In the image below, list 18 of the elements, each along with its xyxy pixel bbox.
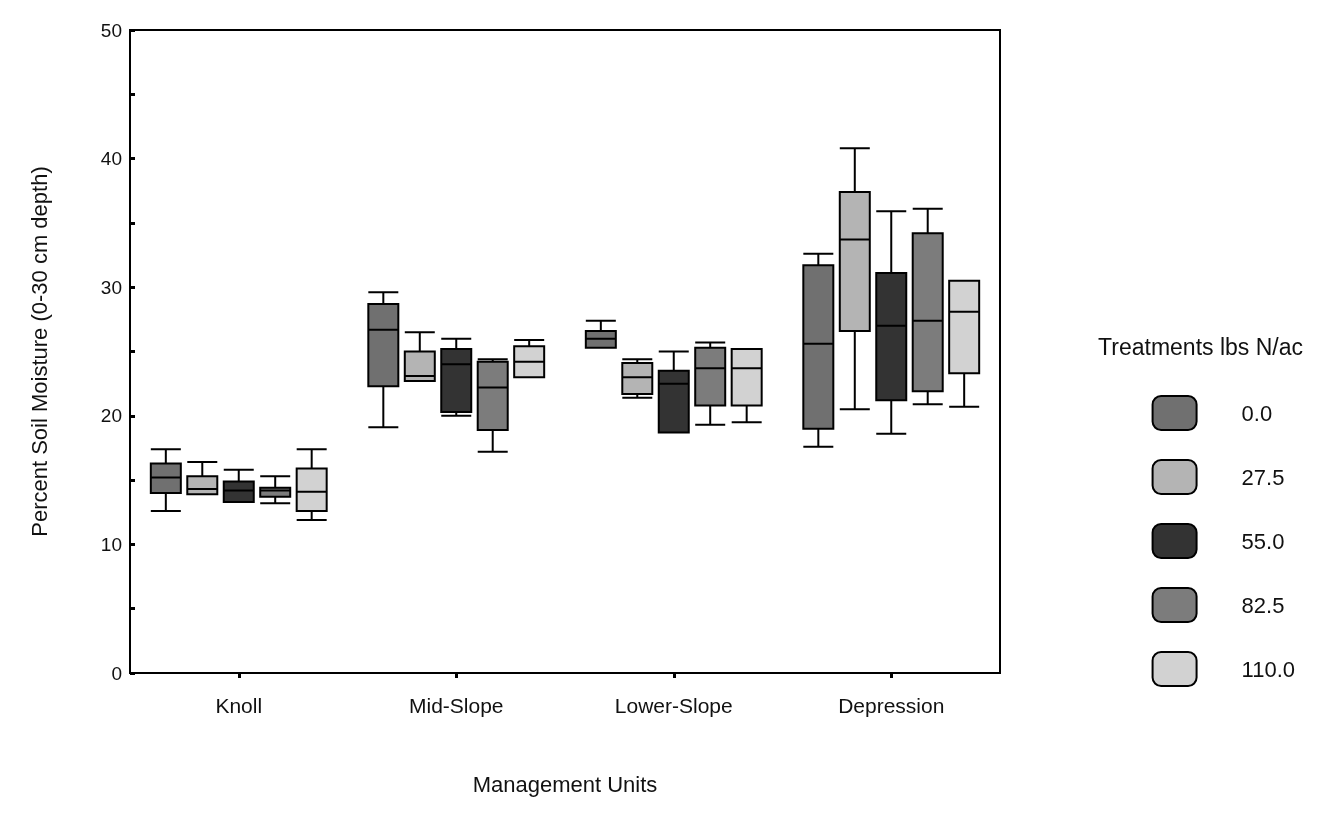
y-tick-label: 20 <box>100 405 122 427</box>
x-tick-label: Mid-Slope <box>408 694 504 717</box>
legend-title: Treatments lbs N/ac <box>1098 333 1303 360</box>
y-tick-label: 10 <box>100 533 122 555</box>
x-axis-title: Management Units <box>472 771 658 797</box>
y-axis-title: Percent Soil Moisture (0-30 cm depth) <box>26 166 52 537</box>
y-tick-label: 30 <box>100 276 122 298</box>
legend-label: 82.5 <box>1241 592 1285 618</box>
x-tick-label: Depression <box>838 694 945 717</box>
y-tick-label: 50 <box>100 19 122 41</box>
x-tick-label: Knoll <box>215 694 263 717</box>
legend-label: 0.0 <box>1241 400 1273 426</box>
y-tick-label: 40 <box>100 148 122 170</box>
y-tick-label: 0 <box>111 662 122 684</box>
legend-label: 110.0 <box>1241 656 1295 682</box>
x-tick-label: Lower-Slope <box>614 694 733 717</box>
legend-label: 27.5 <box>1241 464 1285 490</box>
legend-label: 55.0 <box>1241 528 1285 554</box>
